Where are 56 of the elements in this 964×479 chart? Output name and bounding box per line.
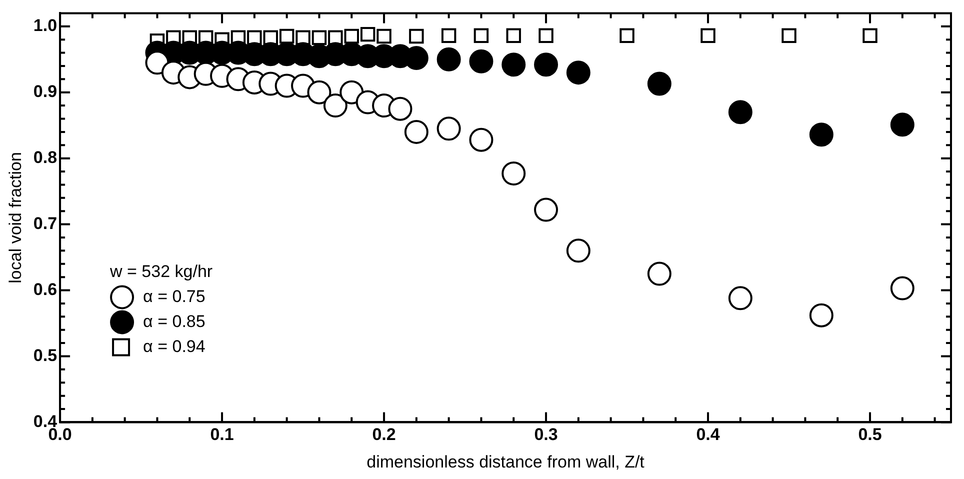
x-tick-label: 0.1 bbox=[210, 425, 234, 444]
point bbox=[890, 112, 914, 137]
point bbox=[312, 30, 327, 45]
point bbox=[809, 303, 834, 328]
y-axis-title: local void fraction bbox=[6, 152, 25, 284]
point bbox=[388, 96, 412, 121]
point bbox=[247, 30, 262, 45]
point bbox=[502, 162, 526, 186]
point bbox=[862, 28, 878, 43]
x-tick-label: 0.5 bbox=[858, 425, 882, 444]
point bbox=[502, 52, 526, 77]
y-tick-label: 0.7 bbox=[33, 214, 58, 233]
point bbox=[279, 28, 294, 44]
point bbox=[620, 28, 634, 43]
point bbox=[566, 238, 590, 263]
point bbox=[376, 28, 392, 44]
legend-title: w = 532 kg/hr bbox=[109, 262, 213, 281]
point bbox=[782, 28, 796, 43]
point bbox=[360, 26, 376, 42]
point bbox=[728, 100, 752, 124]
point bbox=[307, 80, 332, 104]
legend-label: α = 0.94 bbox=[143, 336, 206, 356]
point bbox=[566, 60, 590, 85]
point bbox=[534, 52, 558, 77]
x-tick-label: 0.2 bbox=[372, 425, 396, 444]
point bbox=[534, 198, 558, 222]
point bbox=[469, 128, 494, 152]
point bbox=[700, 28, 716, 43]
point bbox=[647, 262, 672, 286]
y-tick-label: 1.0 bbox=[33, 16, 58, 36]
x-axis-title: dimensionless distance from wall, Z/t bbox=[366, 452, 645, 472]
point bbox=[728, 286, 752, 310]
point bbox=[296, 30, 310, 45]
point bbox=[441, 28, 456, 43]
point bbox=[469, 49, 494, 74]
point bbox=[506, 28, 521, 43]
point bbox=[436, 116, 461, 141]
y-tick-label: 0.6 bbox=[33, 280, 58, 299]
point bbox=[647, 72, 672, 96]
point bbox=[809, 122, 834, 147]
point bbox=[409, 28, 424, 44]
legend-label: α = 0.85 bbox=[143, 312, 206, 331]
point bbox=[890, 276, 914, 300]
point bbox=[344, 28, 359, 44]
y-tick-label: 0.8 bbox=[33, 148, 58, 168]
x-tick-label: 0.4 bbox=[696, 425, 720, 444]
point bbox=[323, 94, 348, 118]
y-tick-label: 0.5 bbox=[33, 346, 58, 365]
legend-label: α = 0.75 bbox=[143, 286, 206, 306]
point bbox=[436, 47, 461, 72]
y-tick-label: 0.9 bbox=[33, 82, 58, 102]
point bbox=[328, 30, 343, 45]
point bbox=[404, 120, 428, 144]
x-tick-label: 0.3 bbox=[534, 425, 558, 444]
point bbox=[538, 28, 554, 43]
point bbox=[474, 28, 489, 43]
